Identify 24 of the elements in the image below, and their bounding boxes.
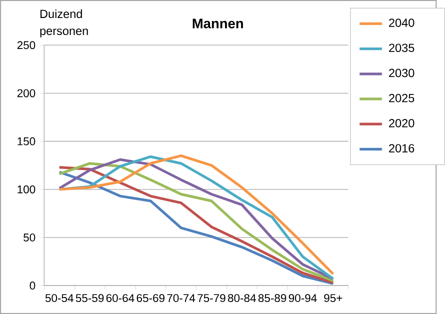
x-tick-label: 80-84 (228, 294, 256, 302)
legend-label: 2040 (389, 18, 414, 27)
x-tick-label: 90-94 (288, 294, 317, 302)
legend-label: 2035 (389, 44, 414, 52)
x-tick-label: 75-79 (198, 294, 226, 302)
y-tick-label: 250 (17, 41, 36, 50)
y-tick-label: 200 (17, 89, 36, 98)
y-tick-label: 100 (18, 185, 36, 194)
y-axis-title: Duizend personen (40, 9, 88, 38)
x-tick-label: 85-89 (258, 294, 286, 302)
x-tick-label: 60-64 (106, 294, 134, 302)
y-tick-label: 0 (30, 282, 36, 290)
legend-label: 2030 (389, 68, 414, 78)
legend-label: 2025 (389, 94, 414, 102)
x-tick-label: 65-69 (136, 294, 164, 302)
legend-label: 2020 (389, 118, 414, 128)
chart-title: Mannen (192, 18, 243, 28)
x-tick-label: 70-74 (167, 294, 196, 302)
x-tick-label: 55-59 (76, 294, 104, 302)
x-tick-label: 50-54 (45, 294, 74, 302)
legend-label: 2016 (389, 144, 414, 152)
x-tick-label: 95+ (324, 294, 342, 302)
y-tick-label: 150 (18, 137, 36, 146)
y-tick-label: 50 (24, 233, 36, 242)
